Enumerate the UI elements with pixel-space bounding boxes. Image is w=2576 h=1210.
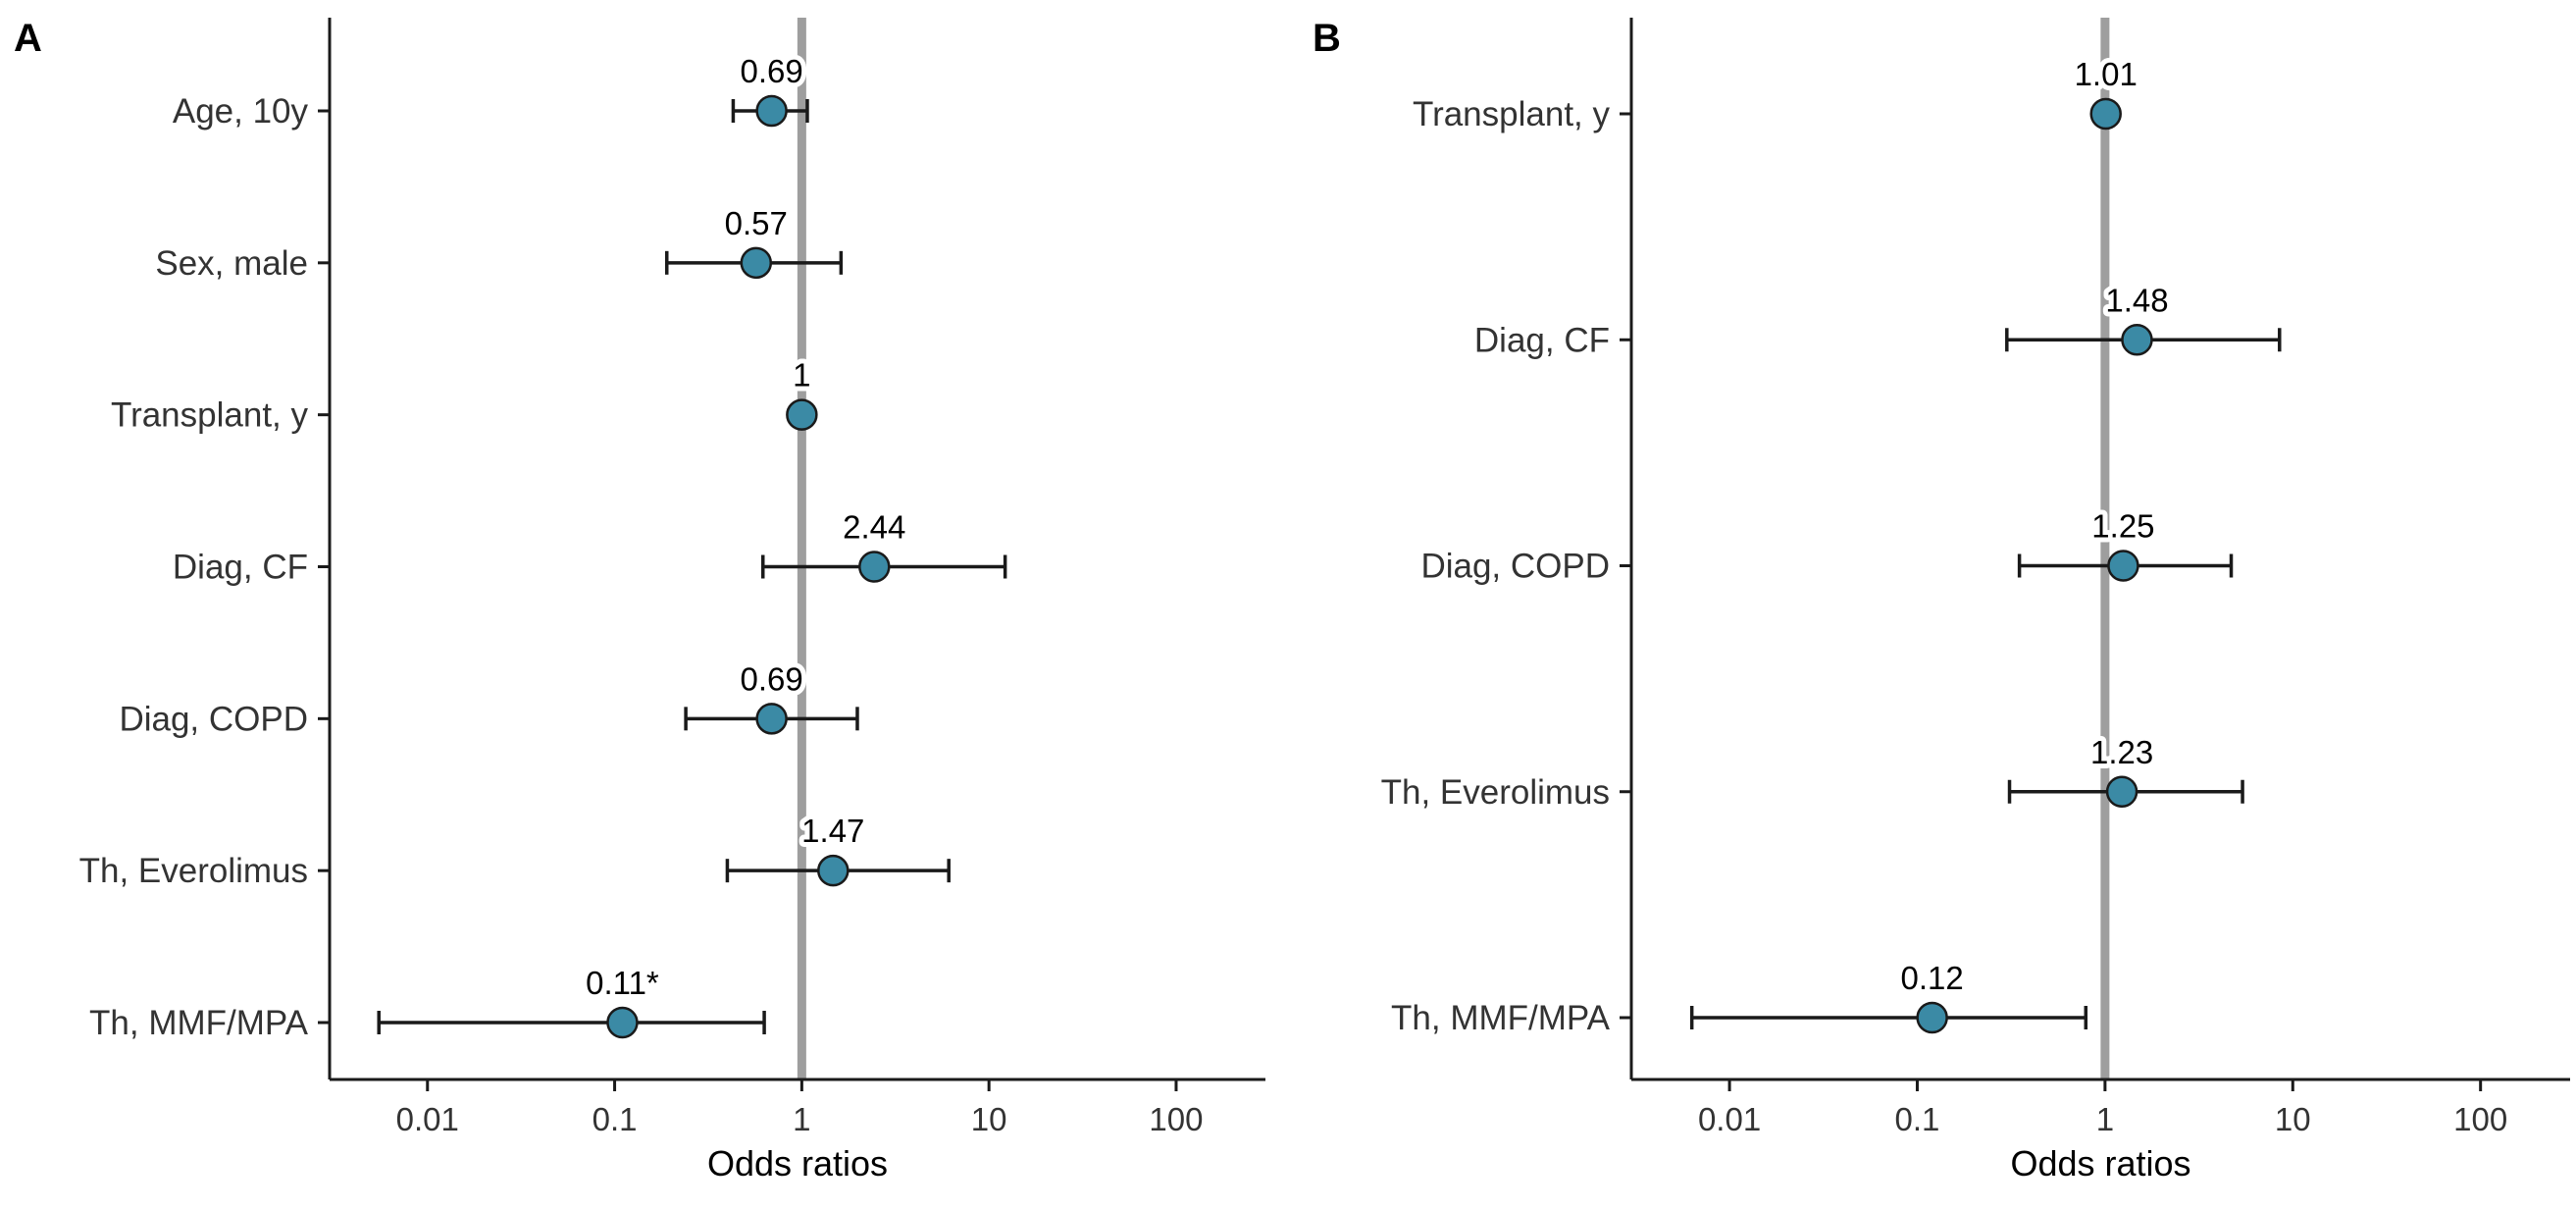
- x-tick-label: 1: [793, 1101, 810, 1137]
- odds-ratio-point: [858, 551, 891, 583]
- odds-ratio-point: [755, 703, 788, 735]
- x-tick-label: 0.01: [1698, 1101, 1761, 1137]
- value-label: 1: [793, 357, 810, 394]
- category-label: Transplant, y: [111, 396, 309, 435]
- category-label: Th, Everolimus: [1381, 773, 1610, 812]
- value-label: 2.44: [843, 509, 905, 546]
- panel-a-odds-ratio-plot: A 0.01 0.1 1 10 100 Odds ratios Age, 10y Sex, ma…: [14, 17, 1265, 1184]
- value-label-halo: 0.69: [741, 53, 803, 89]
- value-label: 1.01: [2075, 56, 2138, 92]
- odds-ratio-point: [2121, 324, 2153, 356]
- value-label: 1.25: [2091, 508, 2154, 545]
- value-label-halo: 0.57: [725, 205, 788, 241]
- odds-ratio-point: [755, 94, 788, 128]
- panel-letter: B: [1313, 17, 1341, 60]
- x-tick-label: 10: [2275, 1101, 2311, 1137]
- odds-ratio-point: [740, 246, 773, 280]
- odds-ratio-point: [786, 398, 818, 431]
- category-label: Diag, CF: [1474, 321, 1610, 359]
- value-label-halo: 0.12: [1901, 960, 1964, 996]
- value-label-halo: 0.11*: [586, 965, 659, 1001]
- x-tick-label: 0.1: [1895, 1101, 1940, 1137]
- category-label: Age, 10y: [173, 92, 309, 131]
- odds-ratio-point: [1916, 1001, 1948, 1034]
- value-label-halo: 1.47: [801, 813, 864, 849]
- x-axis-title: Odds ratios: [707, 1143, 888, 1184]
- category-label: Diag, CF: [173, 549, 308, 587]
- value-label-halo: 1.01: [2075, 56, 2138, 92]
- odds-ratio-point: [817, 854, 850, 887]
- value-label-halo: 1.25: [2091, 508, 2154, 545]
- value-label: 1.48: [2105, 282, 2168, 318]
- value-label: 0.11*: [586, 965, 659, 1001]
- category-label: Th, MMF/MPA: [1391, 999, 1611, 1037]
- value-label-halo: 1.48: [2105, 282, 2168, 318]
- value-label-halo: 0.69: [741, 660, 803, 697]
- category-label: Th, MMF/MPA: [89, 1004, 309, 1042]
- x-tick-label: 0.01: [396, 1101, 459, 1137]
- x-tick-label: 1: [2096, 1101, 2114, 1137]
- odds-ratio-point: [2105, 775, 2138, 808]
- value-label: 0.57: [725, 205, 788, 241]
- value-label: 1.47: [801, 813, 864, 849]
- odds-ratio-point: [2089, 97, 2122, 131]
- value-label-halo: 2.44: [843, 509, 905, 546]
- x-tick-label: 0.1: [592, 1101, 638, 1137]
- x-tick-label: 100: [1149, 1101, 1203, 1137]
- x-axis-title: Odds ratios: [2010, 1143, 2190, 1184]
- panel-letter: A: [14, 17, 42, 60]
- odds-ratio-point: [2107, 550, 2139, 582]
- category-label: Transplant, y: [1413, 95, 1611, 133]
- x-tick-label: 10: [971, 1101, 1007, 1137]
- category-label: Diag, COPD: [1420, 548, 1610, 586]
- value-label: 1.23: [2090, 734, 2153, 770]
- category-label: Th, Everolimus: [79, 852, 308, 890]
- x-tick-label: 100: [2453, 1101, 2507, 1137]
- value-label-halo: 1.23: [2090, 734, 2153, 770]
- odds-ratio-point: [606, 1006, 639, 1039]
- value-label: 0.69: [741, 660, 803, 697]
- value-label: 0.12: [1901, 960, 1964, 996]
- value-label: 0.69: [741, 53, 803, 89]
- panel-b-odds-ratio-plot: B 0.01 0.1 1 10 100 Odds ratios Transplant, y Di…: [1313, 17, 2570, 1184]
- category-label: Sex, male: [155, 244, 308, 283]
- category-label: Diag, COPD: [119, 700, 308, 738]
